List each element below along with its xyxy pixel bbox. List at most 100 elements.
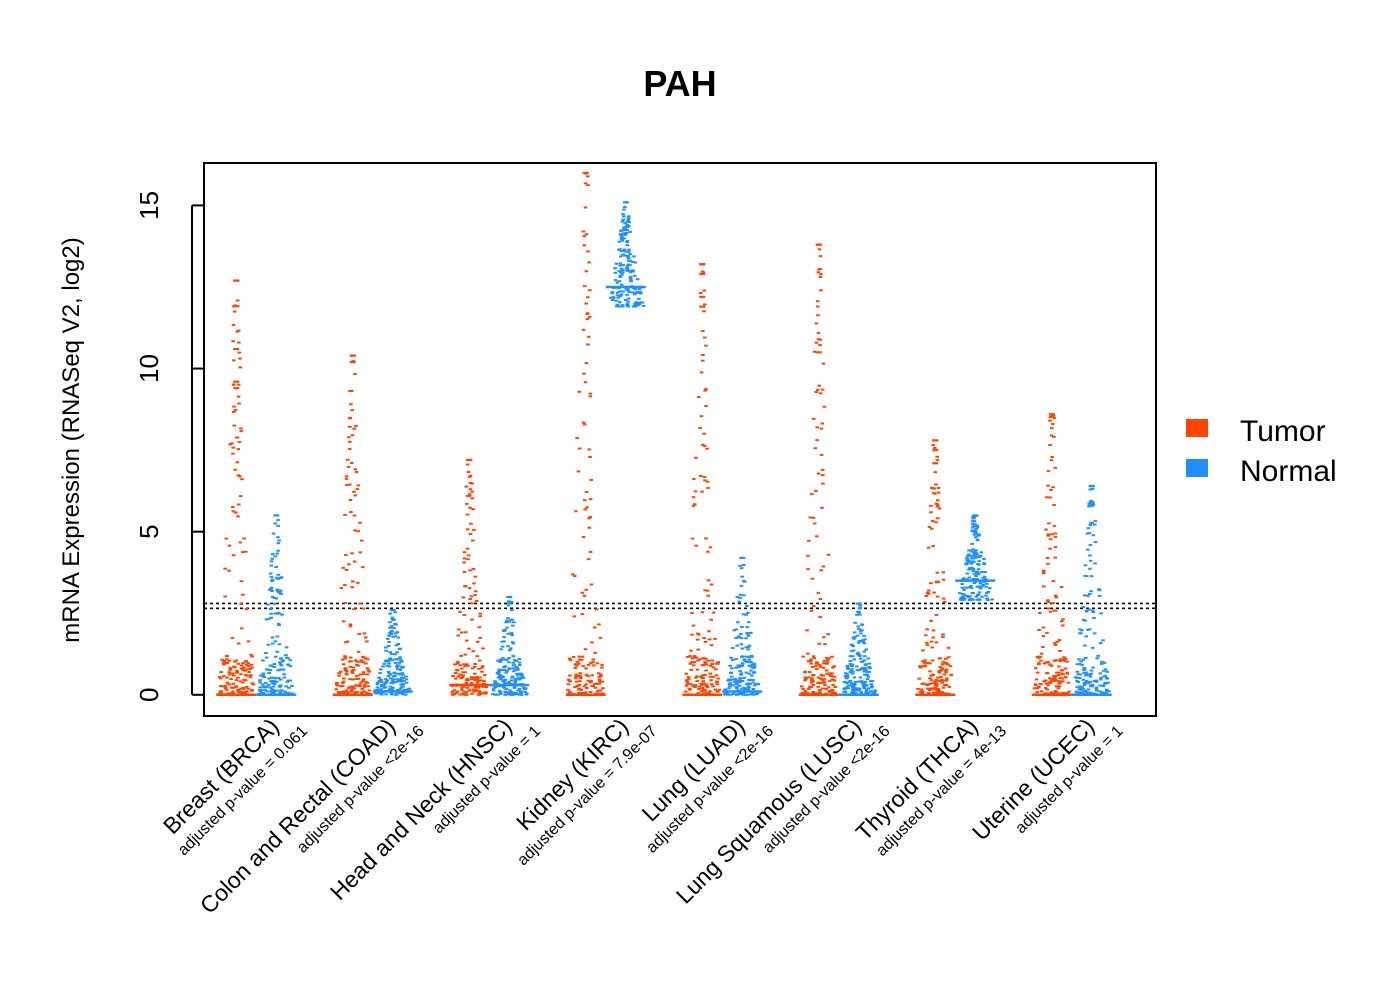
tumor-point (350, 434, 355, 437)
tumor-point (464, 485, 469, 488)
normal-point (1074, 690, 1079, 693)
tumor-point (588, 690, 593, 693)
normal-point (500, 645, 505, 648)
normal-point (387, 641, 391, 644)
tumor-point (1038, 655, 1043, 658)
tumor-point (810, 679, 814, 682)
normal-point (848, 671, 853, 674)
tumor-point (341, 620, 346, 623)
tumor-point (234, 685, 238, 688)
normal-point (500, 640, 504, 643)
tumor-point (236, 515, 240, 518)
tumor-point (355, 663, 359, 666)
normal-point (506, 693, 511, 696)
normal-point (375, 681, 380, 684)
tumor-distribution (682, 263, 723, 697)
normal-point (519, 691, 523, 694)
tumor-point (463, 671, 468, 674)
tumor-point (933, 681, 938, 684)
normal-point (503, 681, 507, 684)
tumor-point (363, 657, 368, 660)
tumor-point (1061, 618, 1065, 621)
tumor-point (464, 681, 469, 684)
tumor-point (692, 661, 696, 664)
normal-point (974, 595, 979, 598)
tumor-point (814, 322, 819, 325)
tumor-point (469, 678, 474, 681)
normal-point (729, 671, 734, 674)
tumor-point (583, 648, 588, 651)
tumor-point (566, 678, 571, 681)
normal-point (395, 678, 400, 681)
normal-point (393, 635, 397, 638)
normal-point (1090, 683, 1095, 686)
normal-point (967, 568, 971, 571)
tumor-point (690, 661, 694, 664)
tumor-point (939, 676, 943, 679)
normal-point (858, 606, 863, 609)
normal-point (971, 598, 975, 601)
tumor-point (477, 626, 482, 629)
normal-point (510, 618, 515, 621)
normal-point (620, 273, 624, 276)
normal-point (625, 303, 629, 306)
tumor-point (468, 569, 472, 572)
normal-distribution (955, 514, 996, 602)
tumor-point (825, 659, 830, 662)
tumor-point (588, 498, 593, 501)
normal-point (1101, 639, 1105, 642)
tumor-point (940, 667, 944, 670)
normal-point (857, 627, 861, 630)
normal-point (621, 213, 625, 216)
normal-point (736, 635, 741, 638)
normal-point (843, 672, 848, 675)
tumor-point (810, 666, 815, 669)
tumor-point (481, 682, 486, 685)
normal-point (863, 638, 867, 641)
tumor-point (1053, 532, 1058, 535)
tumor-point (236, 642, 241, 645)
tumor-point (685, 655, 690, 658)
tumor-point (815, 426, 820, 429)
tumor-point (224, 693, 229, 696)
normal-point (497, 689, 502, 692)
normal-distribution (489, 595, 530, 696)
normal-point (1075, 679, 1079, 682)
normal-point (630, 291, 635, 294)
tumor-point (923, 659, 927, 662)
normal-point (982, 575, 987, 578)
tumor-point (1042, 662, 1047, 665)
normal-point (273, 677, 278, 680)
tumor-point (931, 687, 936, 690)
tumor-point (690, 633, 694, 636)
normal-point (735, 595, 740, 598)
tumor-point (697, 685, 702, 688)
tumor-point (799, 685, 804, 688)
normal-point (746, 685, 751, 688)
normal-point (271, 676, 276, 679)
normal-point (388, 651, 393, 654)
normal-point (1084, 575, 1089, 578)
tumor-point (460, 667, 464, 670)
tumor-point (684, 672, 689, 675)
normal-point (1084, 610, 1089, 613)
tumor-point (1062, 658, 1066, 661)
normal-point (861, 639, 866, 642)
tumor-point (935, 459, 940, 462)
normal-point (264, 685, 268, 688)
normal-point (278, 591, 282, 594)
normal-point (388, 657, 392, 660)
tumor-point (1051, 580, 1056, 583)
normal-point (268, 572, 273, 575)
tumor-point (575, 660, 580, 663)
tumor-point (687, 687, 692, 690)
tumor-point (470, 618, 474, 621)
tumor-point (462, 561, 466, 564)
normal-point (503, 628, 507, 631)
tumor-point (458, 693, 462, 696)
tumor-point (703, 689, 707, 692)
tumor-point (827, 690, 832, 693)
tumor-point (917, 677, 921, 680)
tumor-point (691, 504, 696, 507)
